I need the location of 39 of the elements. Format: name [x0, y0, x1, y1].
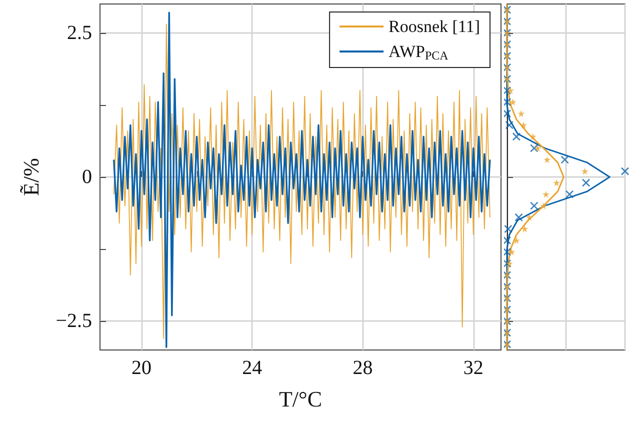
point — [534, 144, 542, 152]
point — [529, 133, 536, 140]
x-axis-title: T/°C — [278, 386, 322, 412]
y-axis-title: Ẽ/% — [18, 158, 44, 196]
point — [518, 110, 525, 118]
point — [512, 236, 520, 244]
point — [520, 122, 528, 129]
point — [504, 98, 512, 106]
x-tick-label: 24 — [242, 357, 262, 379]
point — [521, 225, 528, 232]
point — [514, 213, 523, 222]
point — [542, 190, 550, 198]
point — [512, 132, 521, 141]
point — [504, 236, 512, 245]
point — [530, 202, 538, 210]
legend-label: Roosnek [11] — [388, 17, 480, 36]
y-tick-label: 2.5 — [67, 22, 92, 44]
point — [581, 168, 588, 175]
y-tick-label: −2.5 — [56, 310, 92, 332]
point — [508, 248, 516, 256]
point — [540, 202, 548, 210]
point — [530, 144, 538, 152]
point — [582, 178, 590, 187]
point — [504, 109, 512, 118]
point — [544, 156, 551, 164]
point — [560, 156, 569, 164]
point — [504, 248, 512, 256]
x-tick-label: 32 — [463, 357, 484, 379]
point — [505, 120, 514, 130]
y-tick-label: 0 — [82, 166, 92, 188]
point — [526, 214, 533, 221]
point — [504, 86, 512, 95]
point — [507, 87, 514, 94]
point — [565, 190, 574, 198]
x-tick-label: 28 — [352, 357, 373, 379]
x-tick-label: 20 — [131, 357, 152, 379]
point — [553, 179, 560, 186]
point — [504, 224, 512, 234]
point — [620, 167, 630, 176]
